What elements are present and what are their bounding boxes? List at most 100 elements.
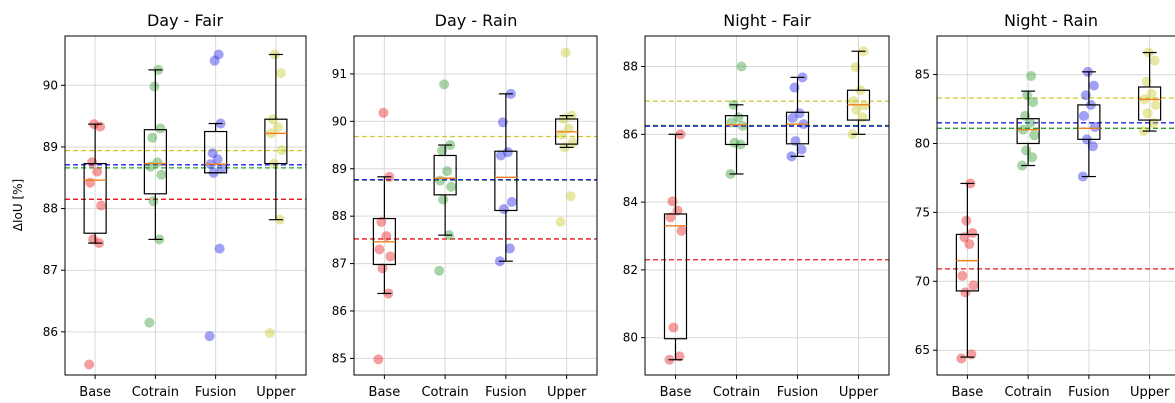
- data-point-fusion: [214, 243, 225, 254]
- data-point-fusion: [787, 113, 798, 124]
- plot-frame: [644, 35, 890, 376]
- data-point-fusion: [216, 163, 227, 174]
- box-fusion: [204, 130, 228, 174]
- data-point-base: [961, 215, 972, 226]
- y-tick-label: 90: [43, 78, 58, 92]
- data-point-base: [85, 177, 96, 188]
- x-tick-label: Base: [952, 385, 984, 400]
- plot-frame: [64, 35, 307, 376]
- data-point-upper: [555, 216, 566, 227]
- y-tick-label: 80: [915, 136, 930, 150]
- data-point-base: [676, 225, 687, 236]
- data-point-fusion: [209, 55, 220, 66]
- data-point-cotrain: [155, 123, 166, 134]
- box-cotrain: [433, 154, 457, 196]
- x-tick-label: Cotrain: [713, 385, 760, 400]
- data-point-base: [967, 228, 978, 239]
- y-tick-label: 88: [332, 209, 347, 223]
- chart-panel-day-rain: Day - Rain 85 86 87 88 89 90 91 Base Cotrain Fusi…: [332, 11, 598, 400]
- x-tick-label: Upper: [1130, 385, 1170, 400]
- x-tick-label: Fusion: [195, 385, 237, 400]
- data-point-upper: [1142, 108, 1153, 119]
- x-tick-label: Upper: [256, 385, 296, 400]
- y-tick-label: 90: [332, 114, 347, 128]
- box-base: [83, 162, 107, 234]
- data-point-upper: [565, 191, 576, 202]
- x-tick-label: Cotrain: [132, 385, 179, 400]
- chart-panel-day-fair: Day - Fair 86 87 88 89 90 Base Cotrain Fusion Up…: [43, 11, 307, 400]
- data-point-fusion: [1087, 141, 1098, 152]
- data-point-upper: [1146, 88, 1157, 99]
- data-point-fusion: [506, 196, 517, 207]
- data-point-upper: [567, 137, 578, 148]
- data-point-cotrain: [446, 181, 457, 192]
- data-point-upper: [275, 67, 286, 78]
- data-point-base: [381, 231, 392, 242]
- data-point-cotrain: [148, 196, 159, 207]
- data-point-upper: [563, 123, 574, 134]
- data-point-fusion: [204, 331, 215, 342]
- data-point-upper: [560, 47, 571, 58]
- panel-title: Day - Fair: [147, 11, 224, 30]
- x-tick-label: Base: [660, 385, 692, 400]
- data-point-base: [957, 270, 968, 281]
- data-point-upper: [1150, 99, 1161, 110]
- y-tick-label: 87: [332, 257, 347, 271]
- data-point-base: [385, 251, 396, 262]
- box-base: [955, 233, 979, 292]
- data-point-cotrain: [144, 317, 155, 328]
- data-point-fusion: [1089, 121, 1100, 132]
- data-point-base: [960, 287, 971, 298]
- data-point-cotrain: [439, 79, 450, 90]
- data-point-base: [668, 322, 679, 333]
- box-upper: [264, 118, 288, 165]
- data-point-cotrain: [147, 132, 158, 143]
- data-point-cotrain: [435, 175, 446, 186]
- y-tick-label: 88: [43, 202, 58, 216]
- data-point-base: [674, 351, 685, 362]
- data-point-fusion: [212, 154, 223, 165]
- data-point-cotrain: [1022, 90, 1033, 101]
- data-point-base: [378, 107, 389, 118]
- data-point-cotrain: [1021, 145, 1032, 156]
- data-point-base: [373, 354, 384, 365]
- y-tick-label: 70: [915, 274, 930, 288]
- data-point-cotrain: [1026, 70, 1037, 81]
- y-tick-label: 82: [623, 263, 638, 277]
- y-tick-label: 91: [332, 67, 347, 81]
- box-fusion: [785, 111, 810, 145]
- y-tick-label: 85: [332, 351, 347, 365]
- data-point-fusion: [790, 136, 801, 147]
- data-point-cotrain: [442, 166, 453, 177]
- y-tick-label: 85: [915, 68, 930, 82]
- x-tick-label: Fusion: [1068, 385, 1110, 400]
- data-point-base: [964, 239, 975, 250]
- data-point-cotrain: [737, 120, 748, 131]
- data-point-base: [968, 280, 979, 291]
- panel-title: Day - Rain: [435, 11, 518, 30]
- y-tick-label: 86: [332, 304, 347, 318]
- data-point-upper: [851, 104, 862, 115]
- data-point-cotrain: [434, 265, 445, 276]
- x-tick-label: Base: [79, 385, 111, 400]
- data-point-base: [376, 216, 387, 227]
- y-tick-label: 89: [332, 162, 347, 176]
- y-tick-label: 89: [43, 140, 58, 154]
- box-fusion: [494, 150, 518, 212]
- data-point-cotrain: [1029, 130, 1040, 141]
- data-point-base: [84, 359, 95, 370]
- data-point-base: [956, 353, 967, 364]
- y-tick-label: 88: [623, 60, 638, 74]
- box-cotrain: [143, 129, 167, 195]
- x-tick-label: Cotrain: [1004, 385, 1051, 400]
- data-point-base: [96, 200, 107, 211]
- x-tick-label: Upper: [547, 385, 587, 400]
- chart-panel-night-rain: Night - Rain 65 70 75 80 85 Base Cotrain Fusion…: [915, 11, 1175, 400]
- y-axis-label: ΔIoU [%]: [11, 179, 25, 231]
- data-point-fusion: [207, 148, 218, 159]
- data-point-cotrain: [1025, 117, 1036, 128]
- plot-frame: [936, 35, 1175, 376]
- data-point-cotrain: [736, 61, 747, 72]
- data-point-upper: [272, 122, 283, 133]
